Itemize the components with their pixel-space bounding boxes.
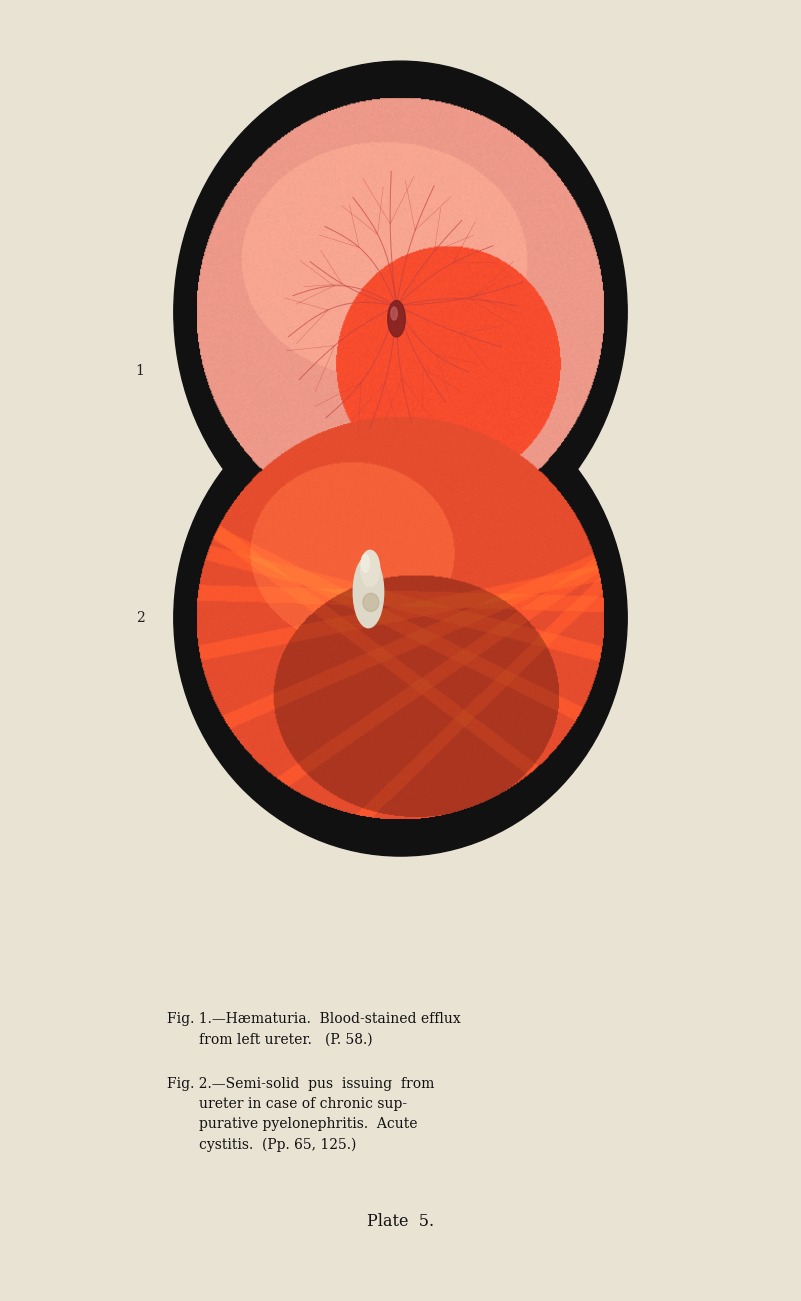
Text: 1: 1 xyxy=(135,364,145,377)
Text: purative pyelonephritis.  Acute: purative pyelonephritis. Acute xyxy=(199,1118,417,1131)
Text: ureter in case of chronic sup-: ureter in case of chronic sup- xyxy=(199,1097,407,1111)
Ellipse shape xyxy=(363,593,379,611)
Ellipse shape xyxy=(174,380,627,856)
Text: Fig. 2.—Semi-solid  pus  issuing  from: Fig. 2.—Semi-solid pus issuing from xyxy=(167,1077,434,1090)
Ellipse shape xyxy=(361,554,369,572)
Text: Plate  5.: Plate 5. xyxy=(367,1213,434,1229)
Ellipse shape xyxy=(388,301,405,337)
Ellipse shape xyxy=(174,61,627,563)
Text: Fig. 1.—Hæmaturia.  Blood-stained efflux: Fig. 1.—Hæmaturia. Blood-stained efflux xyxy=(167,1012,461,1026)
Ellipse shape xyxy=(360,550,380,587)
Ellipse shape xyxy=(391,307,397,320)
Text: 2: 2 xyxy=(136,611,144,624)
Text: cystitis.  (Pp. 65, 125.): cystitis. (Pp. 65, 125.) xyxy=(199,1137,356,1151)
Ellipse shape xyxy=(353,556,384,627)
Text: from left ureter.   (P. 58.): from left ureter. (P. 58.) xyxy=(199,1033,372,1046)
